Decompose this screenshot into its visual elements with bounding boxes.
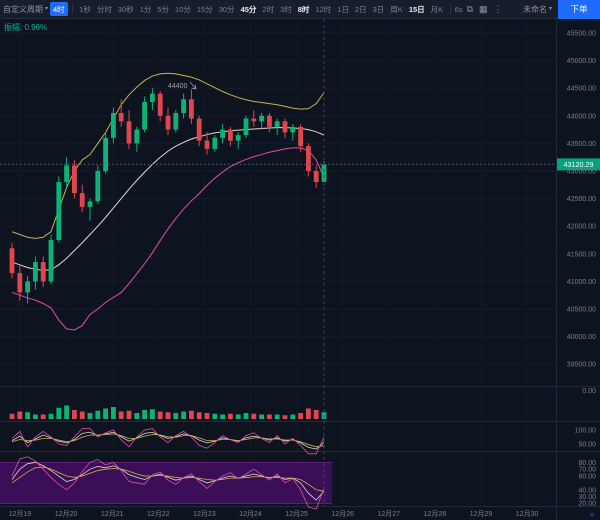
svg-text:12月24: 12月24 [239, 510, 262, 518]
svg-text:12月22: 12月22 [147, 510, 170, 518]
period-selector[interactable]: 自定义周期 ▾ [3, 4, 48, 15]
timeframe-4h-selected[interactable]: 4时 [50, 2, 68, 16]
timeframe-30分[interactable]: 30分 [218, 4, 235, 14]
timeframe-30秒[interactable]: 30秒 [117, 4, 134, 14]
svg-text:12月23: 12月23 [193, 510, 216, 518]
svg-text:12月25: 12月25 [285, 510, 308, 518]
order-button[interactable]: 下单 [558, 0, 600, 19]
svg-text:12月19: 12月19 [9, 510, 32, 518]
layout-selector[interactable]: 未命名 ▾ [523, 4, 552, 15]
chevron-down-icon: ▾ [548, 6, 552, 12]
timeframe-buttons: 1秒 分时 30秒 1分 5分 10分 15分 30分 45分 2时 3时 8时 12时 1日 2日 3日 周K… [77, 2, 446, 16]
last-price-tag: 43120.29 [557, 158, 600, 171]
svg-text:42500.00: 42500.00 [567, 196, 596, 203]
svg-text:45000.00: 45000.00 [567, 58, 596, 65]
oscillator-lines [11, 428, 325, 455]
svg-text:43500.00: 43500.00 [567, 141, 596, 148]
grid-lines [0, 19, 556, 506]
amplitude-label: 振幅: [4, 23, 23, 32]
svg-text:40.00: 40.00 [578, 487, 596, 494]
timeframe-3时[interactable]: 3时 [280, 4, 292, 14]
timeframe-2日[interactable]: 2日 [354, 4, 367, 14]
more-options-icon[interactable]: ⋮ [493, 3, 503, 14]
svg-text:60.00: 60.00 [578, 474, 596, 481]
svg-text:100.00: 100.00 [575, 428, 597, 435]
svg-text:44400: 44400 [168, 83, 188, 90]
bollinger-bands [11, 72, 325, 331]
timeframe-45分[interactable]: 45分 [240, 4, 257, 14]
timeframe-15分[interactable]: 15分 [196, 4, 213, 14]
svg-text:30.00: 30.00 [578, 494, 596, 501]
svg-text:44500.00: 44500.00 [567, 86, 596, 93]
timeframe-8时[interactable]: 8时 [297, 4, 310, 14]
timeframe-1分[interactable]: 1分 [139, 4, 152, 14]
svg-text:12月29: 12月29 [470, 510, 493, 518]
timeframe-1秒[interactable]: 1秒 [79, 4, 91, 14]
period-selector-label: 自定义周期 [3, 4, 43, 14]
svg-text:0.00: 0.00 [582, 388, 596, 395]
svg-text:41500.00: 41500.00 [567, 251, 596, 258]
svg-text:70.00: 70.00 [578, 467, 596, 474]
scroll-right-icon[interactable]: » [590, 510, 595, 519]
svg-text:42000.00: 42000.00 [567, 224, 596, 231]
toolbar-separator [449, 4, 451, 14]
amplitude-indicator: 振幅: 0.96% [4, 22, 47, 33]
price-annotation: 44400 [168, 81, 197, 90]
volume-axis: 0.00 [582, 388, 596, 395]
layout-name: 未命名 [522, 4, 547, 14]
timeframe-12时[interactable]: 12时 [315, 4, 332, 14]
layout-grid-icon[interactable]: ▦ [479, 3, 488, 14]
timeframe-5分[interactable]: 5分 [157, 4, 170, 14]
price-axis: 45500.00 45000.00 44500.00 44000.00 43500.00… [567, 31, 596, 369]
chevron-down-icon: ▾ [45, 6, 49, 12]
svg-text:12月20: 12月20 [55, 510, 78, 518]
svg-text:40500.00: 40500.00 [567, 307, 596, 314]
svg-text:45500.00: 45500.00 [567, 31, 596, 38]
timeframe-2时[interactable]: 2时 [262, 4, 275, 14]
svg-text:12月27: 12月27 [378, 510, 401, 518]
svg-text:12月30: 12月30 [516, 510, 539, 518]
candles-layer [9, 88, 327, 304]
svg-text:41000.00: 41000.00 [567, 279, 596, 286]
svg-text:39500.00: 39500.00 [567, 362, 596, 369]
timeframe-1日[interactable]: 1日 [337, 4, 349, 14]
toolbar: 自定义周期 ▾ 4时 1秒 分时 30秒 1分 5分 10分 15分 30分 45分 2时 3时 8时… [0, 0, 600, 19]
volume-bars [9, 405, 327, 419]
date-axis: 12月19 12月20 12月21 12月22 12月23 12月24 12月25 12月26… [9, 510, 539, 518]
timeframe-10分[interactable]: 10分 [175, 4, 191, 14]
svg-text:12月28: 12月28 [424, 510, 447, 518]
svg-text:40000.00: 40000.00 [567, 334, 596, 341]
svg-text:43120.29: 43120.29 [564, 160, 594, 169]
timeframe-月K[interactable]: 月K [430, 4, 444, 14]
amplitude-value: 0.96% [24, 23, 48, 32]
timeframe-3日[interactable]: 3日 [372, 4, 385, 14]
panel-separators [0, 19, 600, 520]
svg-text:12月26: 12月26 [331, 510, 354, 518]
oscillator-axis: 100.00 50.00 [575, 428, 597, 449]
camera-icon[interactable]: ⧉ [466, 3, 474, 14]
candle-countdown: 6s [454, 4, 463, 14]
toolbar-separator [71, 4, 73, 14]
svg-text:44000.00: 44000.00 [567, 113, 596, 120]
kdj-band [0, 461, 332, 504]
timeframe-周K[interactable]: 周K [390, 4, 403, 14]
timeframe-分时[interactable]: 分时 [96, 4, 112, 14]
kdj-lines [11, 456, 325, 510]
svg-text:12月21: 12月21 [101, 510, 124, 518]
svg-text:50.00: 50.00 [578, 442, 596, 449]
svg-text:80.00: 80.00 [578, 460, 596, 467]
svg-text:43000.00: 43000.00 [567, 169, 596, 176]
timeframe-15日[interactable]: 15日 [408, 4, 425, 14]
svg-text:20.00: 20.00 [578, 501, 596, 508]
